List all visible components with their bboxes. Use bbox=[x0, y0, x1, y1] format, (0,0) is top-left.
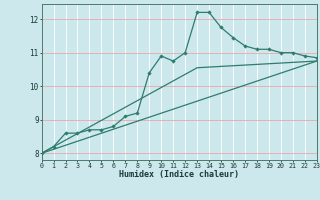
X-axis label: Humidex (Indice chaleur): Humidex (Indice chaleur) bbox=[119, 170, 239, 179]
